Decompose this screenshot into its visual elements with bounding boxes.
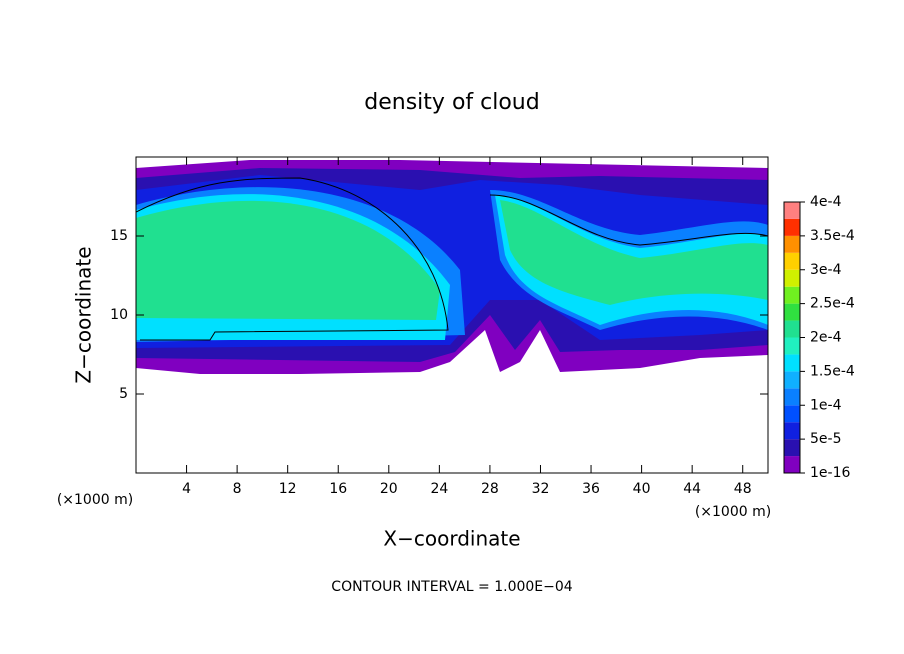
colorbar-tick-label: 1.5e-4: [810, 363, 855, 379]
colorbar-band: [784, 337, 800, 355]
x-unit-label: (×1000 m): [695, 504, 771, 520]
x-tick-label: 48: [734, 481, 752, 497]
y-tick-label: 10: [110, 307, 128, 323]
colorbar-band: [784, 456, 800, 473]
x-tick-label: 16: [329, 481, 347, 497]
colorbar-tick-label: 2e-4: [810, 330, 842, 346]
colorbar-tick-label: 5e-5: [810, 431, 841, 447]
x-tick-label: 36: [582, 481, 600, 497]
colorbar-band: [784, 422, 800, 440]
colorbar-band: [784, 235, 800, 253]
contour-field: [136, 160, 768, 374]
colorbar-tick-label: 3.5e-4: [810, 228, 855, 244]
colorbar-band: [784, 202, 800, 219]
colorbar-band: [784, 286, 800, 304]
x-tick-label: 32: [532, 481, 550, 497]
x-tick-label: 28: [481, 481, 499, 497]
colorbar-tick-label: 3e-4: [810, 262, 842, 278]
colorbar-band: [784, 354, 800, 372]
chart-title: density of cloud: [364, 90, 539, 115]
x-tick-label: 12: [279, 481, 297, 497]
y-axis-label: Z−coordinate: [72, 246, 96, 383]
colorbar-band: [784, 269, 800, 287]
colorbar-tick-label: 1e-16: [810, 465, 850, 481]
x-tick-label: 4: [182, 481, 191, 497]
colorbar-tick-label: 1e-4: [810, 397, 842, 413]
x-tick-label: 8: [233, 481, 242, 497]
footnote: CONTOUR INTERVAL = 1.000E−04: [331, 579, 572, 595]
colorbar-band: [784, 405, 800, 423]
x-tick-label: 40: [633, 481, 651, 497]
colorbar-tick-label: 4e-4: [810, 194, 842, 210]
colorbar-band: [784, 439, 800, 457]
x-tick-label: 20: [380, 481, 398, 497]
colorbar-band: [784, 303, 800, 321]
colorbar-band: [784, 371, 800, 389]
x-unit-label: (×1000 m): [57, 492, 133, 508]
colorbar-band: [784, 218, 800, 236]
y-tick-label: 15: [110, 228, 128, 244]
colorbar-band: [784, 388, 800, 406]
x-tick-label: 24: [430, 481, 448, 497]
colorbar-tick-label: 2.5e-4: [810, 296, 855, 312]
y-tick-label: 5: [119, 386, 128, 402]
colorbar-band: [784, 320, 800, 338]
x-tick-label: 44: [683, 481, 701, 497]
x-axis-label: X−coordinate: [383, 527, 520, 551]
colorbar-band: [784, 252, 800, 270]
